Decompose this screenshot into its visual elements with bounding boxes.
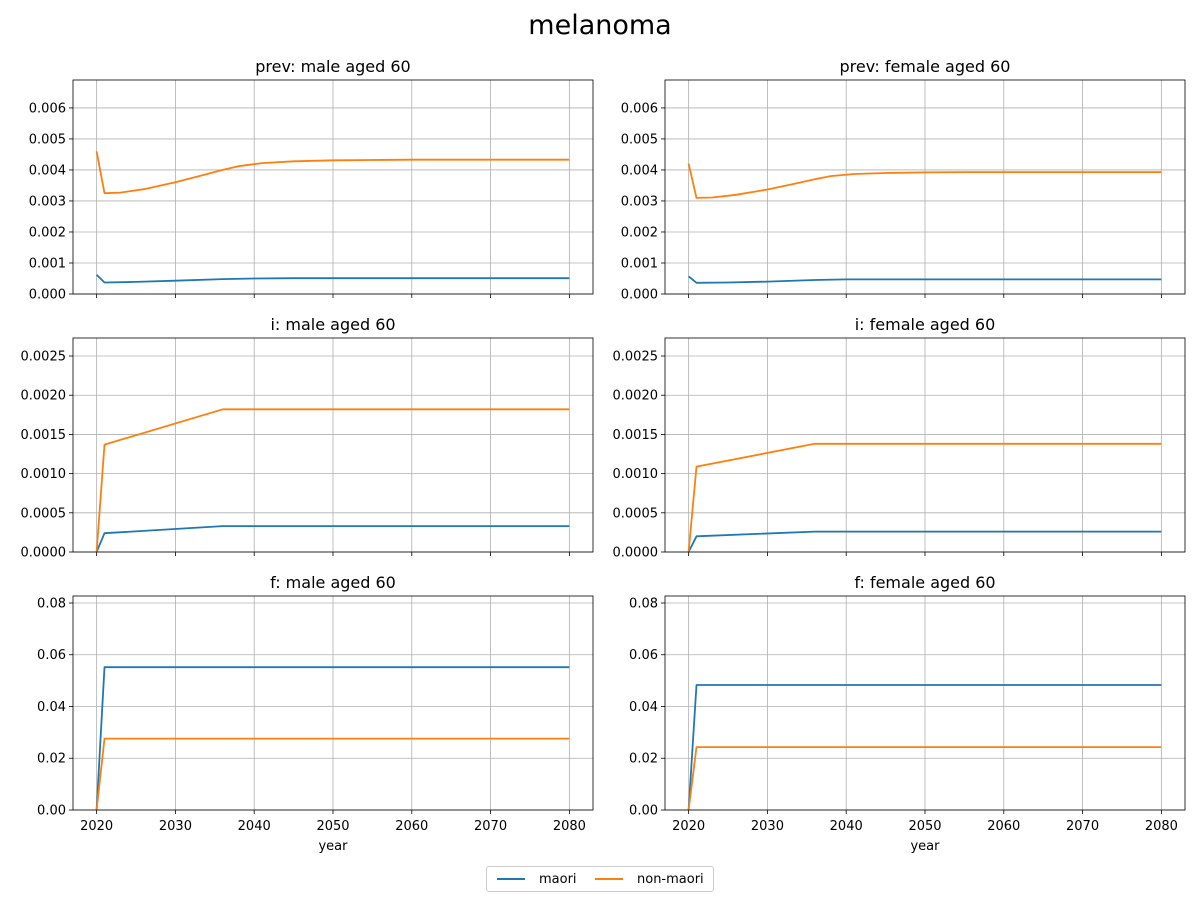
legend-label-non-maori: non-maori	[637, 871, 704, 887]
y-tick-label: 0.0000	[21, 546, 67, 561]
y-tick-label: 0.006	[29, 101, 66, 116]
series-line-non-maori	[95, 408, 570, 553]
y-tick-label: 0.000	[29, 288, 66, 303]
x-tick-label: 2020	[80, 819, 113, 834]
x-tick-label: 2040	[238, 819, 271, 834]
y-tick-label: 0.004	[621, 163, 658, 178]
y-tick-label: 0.0025	[613, 350, 659, 365]
legend: maori non-maori	[486, 866, 714, 892]
series-line-maori	[687, 530, 1162, 553]
y-tick-label: 0.0010	[613, 467, 659, 482]
series-line-non-maori	[687, 746, 1162, 811]
series-line-maori	[688, 275, 1162, 284]
y-tick-label: 0.0010	[21, 467, 67, 482]
x-tick-label: 2070	[474, 819, 507, 834]
y-tick-label: 0.0015	[21, 428, 67, 443]
x-axis-label: year	[318, 839, 348, 854]
y-tick-label: 0.0005	[613, 506, 659, 521]
y-tick-label: 0.04	[37, 700, 66, 715]
y-tick-label: 0.005	[29, 132, 66, 147]
y-tick-label: 0.0005	[21, 506, 67, 521]
subplot-title: prev: female aged 60	[840, 57, 1011, 76]
subplot-6: f: female aged 60 2020 2030 2040 2050 2060 207…	[629, 573, 1186, 854]
x-tick-label: 2040	[830, 819, 863, 834]
y-tick-label: 0.08	[629, 596, 658, 611]
subplot-5: f: male aged 60 2020 2030 2040 2050 2060 2070 2…	[37, 573, 594, 854]
y-tick-label: 0.002	[29, 225, 66, 240]
y-tick-label: 0.004	[29, 163, 66, 178]
y-tick-label: 0.06	[629, 648, 658, 663]
series-line-non-maori	[687, 442, 1162, 553]
subplot-1: prev: male aged 60 0.000 0.001 0.002 0.003 0.…	[29, 57, 594, 303]
legend-swatch-maori	[497, 878, 525, 880]
y-tick-label: 0.04	[629, 700, 658, 715]
y-tick-label: 0.000	[621, 288, 658, 303]
subplot-title: i: female aged 60	[855, 315, 996, 334]
x-tick-label: 2020	[672, 819, 705, 834]
subplot-2: prev: female aged 60 0.000 0.001 0.002 0.003…	[621, 57, 1186, 303]
y-tick-label: 0.001	[29, 256, 66, 271]
y-tick-label: 0.002	[621, 225, 658, 240]
axes-frame	[72, 337, 594, 553]
y-tick-label: 0.003	[29, 194, 66, 209]
x-tick-label: 2070	[1066, 819, 1099, 834]
subplot-title: prev: male aged 60	[255, 57, 410, 76]
figure-title: melanoma	[528, 10, 672, 41]
axes-frame	[664, 79, 1186, 295]
y-tick-label: 0.003	[621, 194, 658, 209]
x-tick-label: 2080	[1145, 819, 1178, 834]
axes-frame	[664, 337, 1186, 553]
legend-swatch-non-maori	[595, 878, 623, 880]
subplot-title: f: female aged 60	[854, 573, 995, 592]
x-tick-label: 2050	[908, 819, 941, 834]
series-line-non-maori	[687, 163, 1162, 199]
x-tick-label: 2060	[395, 819, 428, 834]
legend-item-non-maori: non-maori	[595, 867, 704, 891]
subplot-title: f: male aged 60	[270, 573, 396, 592]
y-tick-label: 0.02	[629, 752, 658, 767]
y-tick-label: 0.006	[621, 101, 658, 116]
subplot-4: i: female aged 60 0.0000 0.0005 0.0010 0.001…	[613, 315, 1186, 561]
series-line-maori	[95, 274, 570, 284]
x-axis-label: year	[910, 839, 940, 854]
y-tick-label: 0.06	[37, 648, 66, 663]
y-tick-label: 0.005	[621, 132, 658, 147]
y-tick-label: 0.00	[37, 804, 66, 819]
series-line-non-maori	[95, 737, 570, 811]
y-tick-label: 0.02	[37, 752, 66, 767]
y-tick-label: 0.08	[37, 596, 66, 611]
y-tick-label: 0.00	[629, 804, 658, 819]
axes-frame	[664, 595, 1186, 811]
y-tick-label: 0.0020	[21, 389, 67, 404]
legend-label-maori: maori	[539, 871, 577, 887]
subplot-3: i: male aged 60 0.0000 0.0005 0.0010 0.0015 0…	[21, 315, 594, 561]
x-tick-label: 2030	[751, 819, 784, 834]
x-tick-label: 2050	[316, 819, 349, 834]
x-tick-label: 2080	[553, 819, 586, 834]
series-line-maori	[687, 684, 1162, 811]
series-line-maori	[95, 525, 570, 553]
y-tick-label: 0.0020	[613, 389, 659, 404]
axes-frame	[72, 595, 594, 811]
y-tick-label: 0.0015	[613, 428, 659, 443]
axes-frame	[72, 79, 594, 295]
series-line-maori	[95, 666, 570, 811]
x-tick-label: 2030	[159, 819, 192, 834]
y-tick-label: 0.0000	[613, 546, 659, 561]
legend-item-maori: maori	[497, 867, 577, 891]
y-tick-label: 0.001	[621, 256, 658, 271]
series-line-non-maori	[95, 151, 570, 195]
subplot-title: i: male aged 60	[270, 315, 395, 334]
y-tick-label: 0.0025	[21, 350, 67, 365]
x-tick-label: 2060	[987, 819, 1020, 834]
